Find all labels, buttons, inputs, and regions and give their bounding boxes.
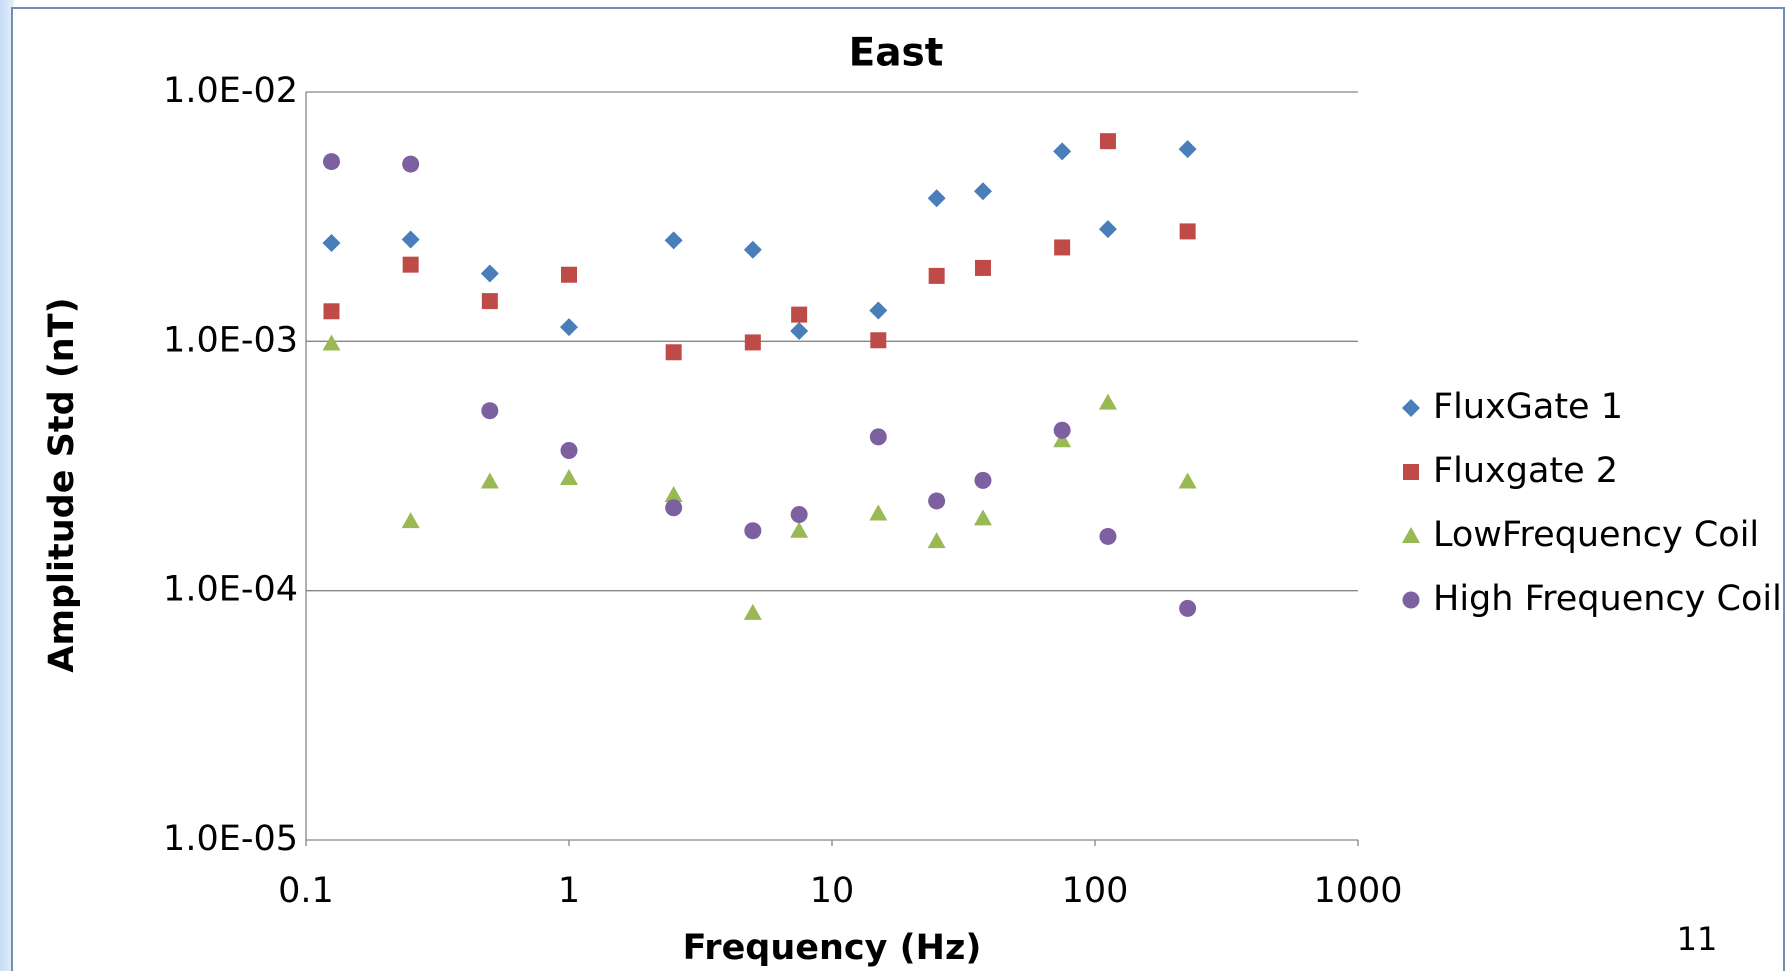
marker	[870, 332, 887, 349]
y-tick-label: 1.0E-03	[163, 320, 298, 360]
marker	[974, 471, 992, 489]
marker	[790, 521, 809, 538]
slide-frame	[11, 7, 1785, 971]
marker	[790, 322, 809, 341]
marker	[481, 402, 499, 420]
x-tick-label: 0.1	[278, 871, 334, 911]
marker	[928, 492, 946, 510]
marker	[481, 293, 498, 310]
marker	[1098, 393, 1117, 410]
marker	[928, 267, 945, 284]
marker	[744, 334, 761, 351]
marker	[973, 182, 992, 201]
marker	[402, 256, 419, 273]
legend-label: Fluxgate 2	[1433, 451, 1618, 491]
marker	[665, 499, 683, 517]
legend-label: LowFrequency Coil	[1433, 515, 1759, 555]
marker	[973, 509, 992, 526]
marker	[1053, 431, 1072, 448]
marker	[743, 603, 762, 620]
marker	[560, 469, 578, 486]
marker	[1178, 140, 1197, 159]
marker	[561, 266, 577, 283]
marker	[791, 306, 808, 323]
marker	[927, 189, 946, 208]
marker	[401, 230, 420, 249]
y-tick-label: 1.0E-02	[163, 71, 298, 111]
legend-marker	[1403, 464, 1419, 480]
marker	[402, 155, 420, 173]
legend-label: FluxGate 1	[1433, 387, 1623, 427]
marker	[480, 264, 499, 283]
marker	[744, 522, 762, 540]
marker	[1179, 599, 1197, 617]
marker	[322, 334, 341, 351]
marker	[664, 231, 683, 250]
marker	[1178, 472, 1197, 489]
marker	[322, 153, 340, 171]
marker	[664, 485, 683, 502]
marker	[480, 472, 499, 489]
marker	[869, 301, 888, 320]
x-tick-label: 10	[810, 871, 855, 911]
marker	[743, 240, 762, 259]
x-tick-label: 1000	[1313, 871, 1402, 911]
marker	[322, 233, 341, 252]
legend-marker	[1402, 399, 1420, 417]
marker	[1053, 142, 1072, 161]
x-tick-label: 1	[558, 871, 580, 911]
marker	[560, 318, 578, 337]
marker	[401, 512, 420, 529]
marker	[869, 504, 888, 521]
marker	[1099, 133, 1116, 150]
marker	[1053, 421, 1071, 439]
marker	[1098, 220, 1117, 239]
marker	[1179, 223, 1196, 240]
marker	[323, 303, 340, 320]
legend-marker	[1402, 527, 1420, 543]
marker	[560, 441, 578, 459]
x-axis-label: Frequency (Hz)	[683, 928, 982, 968]
y-axis-label: Amplitude Std (nT)	[42, 297, 82, 672]
marker	[927, 532, 946, 549]
y-tick-label: 1.0E-05	[163, 819, 298, 859]
marker	[974, 259, 991, 276]
slide-edge	[0, 0, 14, 971]
legend-label: High Frequency Coil	[1433, 579, 1782, 619]
marker	[1054, 239, 1071, 256]
x-tick-label: 100	[1062, 871, 1129, 911]
marker	[1099, 527, 1117, 545]
marker	[869, 428, 887, 446]
chart-title: East	[849, 31, 944, 76]
page-number: 11	[1677, 920, 1718, 958]
y-tick-label: 1.0E-04	[163, 570, 298, 610]
marker	[790, 506, 808, 524]
marker	[665, 344, 682, 361]
legend-marker	[1402, 591, 1420, 609]
